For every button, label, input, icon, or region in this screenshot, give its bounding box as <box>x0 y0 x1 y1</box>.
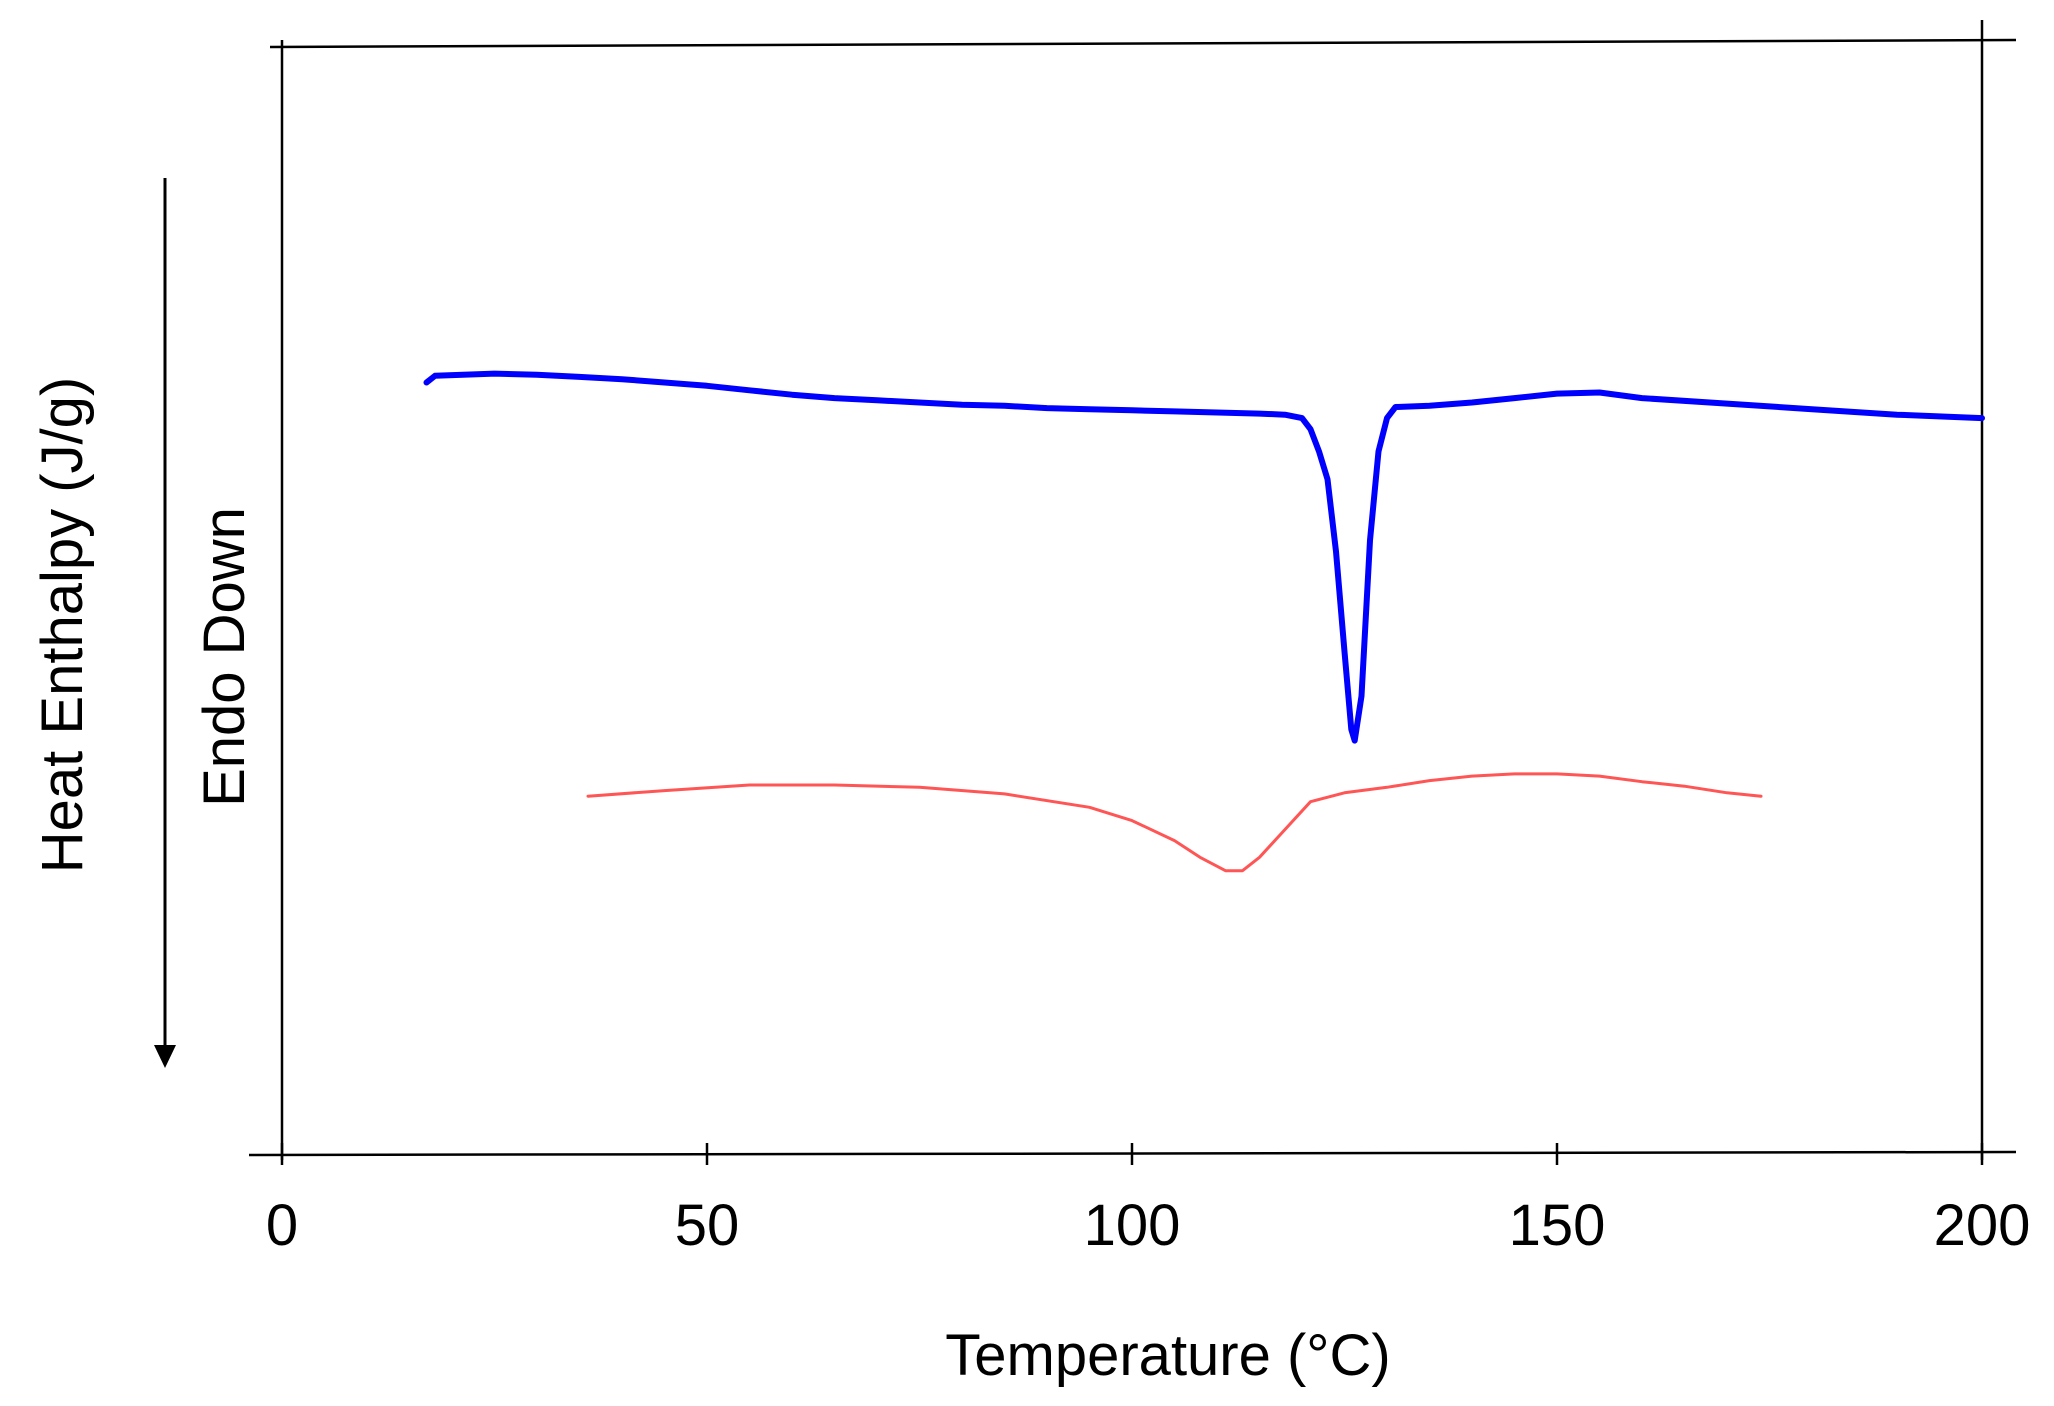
x-tick-label: 100 <box>1084 1193 1181 1258</box>
x-tick-label: 0 <box>266 1193 298 1258</box>
x-axis-ticks: 0 50 100 150 200 <box>266 1143 2031 1258</box>
series-line-red <box>586 772 1763 873</box>
x-tick-label: 150 <box>1509 1193 1606 1258</box>
y-axis-title: Heat Enthalpy (J/g) <box>30 377 95 873</box>
plot-frame-top <box>269 38 2017 49</box>
endo-down-arrow-icon <box>154 178 176 1068</box>
x-tick-label: 50 <box>675 1193 740 1258</box>
series-layer <box>423 370 1985 873</box>
series-line-blue <box>423 370 1985 744</box>
x-tick-label: 200 <box>1934 1193 2031 1258</box>
x-axis-title: Temperature (°C) <box>945 1323 1390 1388</box>
endo-down-annotation: Endo Down <box>192 507 257 807</box>
